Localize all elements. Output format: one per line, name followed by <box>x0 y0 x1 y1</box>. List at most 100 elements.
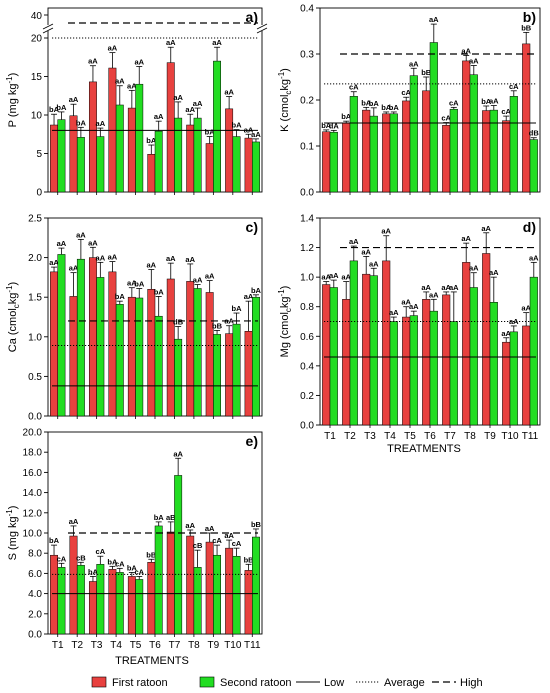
significance-label: bA <box>341 112 352 121</box>
bar-first-ratoon-t6 <box>422 90 431 193</box>
bar-second-ratoon-t1 <box>57 254 66 417</box>
bar-second-ratoon-t7 <box>174 475 183 635</box>
y-tick-label: 6.0 <box>28 569 42 580</box>
bar-second-ratoon-t2 <box>76 565 85 635</box>
y-axis-title: P (mg kg-1​) <box>5 73 19 128</box>
significance-label: aA <box>389 308 399 317</box>
significance-label: aA <box>329 271 339 280</box>
significance-label: aA <box>381 227 391 236</box>
chart-panel-e: 0.0 2.0 4.0 6.0 8.0 10.0 12.0 14.0 16.0 18.0 20.0 S… <box>5 428 263 651</box>
significance-label: aA <box>212 38 222 47</box>
bar-second-ratoon-t7 <box>174 117 183 193</box>
bar-first-ratoon-t10 <box>502 341 511 426</box>
y-tick-label: 1.5 <box>28 293 42 304</box>
significance-label: aA <box>489 97 499 106</box>
y-tick-label: 1.0 <box>28 332 42 343</box>
x-tick-label: T11 <box>244 640 261 651</box>
significance-label: aA <box>69 517 79 526</box>
bar-first-ratoon-t10 <box>502 120 511 193</box>
y-tick-label: 0 <box>36 188 42 199</box>
significance-label: bA <box>154 287 165 296</box>
significance-label: cA <box>134 567 144 576</box>
significance-label: aA <box>481 224 491 233</box>
x-tick-label: T5 <box>130 640 142 651</box>
significance-label: aA <box>321 273 331 282</box>
axis-break-mask <box>254 25 268 31</box>
bar-first-ratoon-t7 <box>442 125 451 193</box>
significance-label: aA <box>69 264 79 273</box>
significance-label: bA <box>88 567 99 576</box>
significance-label: aA <box>521 304 531 313</box>
significance-label: bA <box>134 279 145 288</box>
bar-first-ratoon-t1 <box>322 284 331 426</box>
chart-panel-d: 0.0 0.2 0.4 0.6 0.8 1.0 1.2 1.4 Mg (cmolc​​kg-1​… <box>277 214 541 442</box>
x-tick-label: T3 <box>91 640 103 651</box>
bar-second-ratoon-t5 <box>135 579 144 635</box>
significance-label: aA <box>251 130 261 139</box>
x-tick-label: T1 <box>52 640 64 651</box>
y-tick-label: 0.2 <box>300 391 314 402</box>
bar-first-ratoon-t11 <box>244 570 253 635</box>
bar-first-ratoon-t9 <box>205 292 214 417</box>
significance-label: aA <box>193 99 203 108</box>
significance-label: aA <box>69 95 79 104</box>
y-tick-label: 0.0 <box>28 412 42 423</box>
significance-label: bA <box>232 304 243 313</box>
bar-first-ratoon-t2 <box>342 122 351 193</box>
chart-panel-b: 0.00.10.20.30.4K (cmolc​​kg-1​)b)bAdAbAc… <box>277 4 541 199</box>
significance-label: aA <box>341 273 351 282</box>
panel-label: e) <box>246 433 258 449</box>
significance-label: cA <box>509 82 519 91</box>
significance-label: bA <box>154 513 165 522</box>
y-tick-label: 1.2 <box>300 243 314 254</box>
significance-label: aA <box>205 272 215 281</box>
bar-second-ratoon-t6 <box>154 130 163 193</box>
significance-label: bB <box>212 321 223 330</box>
x-tick-label: T5 <box>404 431 416 442</box>
bar-second-ratoon-t3 <box>96 136 105 193</box>
bar-first-ratoon-t5 <box>127 576 136 635</box>
bar-first-ratoon-t6 <box>147 154 156 193</box>
bar-first-ratoon-t7 <box>442 294 451 426</box>
bar-first-ratoon-t11 <box>244 137 253 193</box>
significance-label: aA <box>76 230 86 239</box>
bar-second-ratoon-t5 <box>409 75 418 193</box>
x-tick-label: T4 <box>110 640 122 651</box>
significance-label: aA <box>127 279 137 288</box>
significance-label: bA <box>115 292 126 301</box>
bar-second-ratoon-t5 <box>135 83 144 193</box>
bar-second-ratoon-t1 <box>57 567 66 635</box>
significance-label: cB <box>193 541 203 550</box>
bar-second-ratoon-t11 <box>529 139 538 193</box>
x-tick-label: T2 <box>344 431 356 442</box>
significance-label: aA <box>193 276 203 285</box>
bar-second-ratoon-t7 <box>449 108 458 193</box>
bar-first-ratoon-t2 <box>342 299 351 426</box>
legend-label-low: Low <box>324 677 344 689</box>
y-tick-label: 0.2 <box>300 96 314 107</box>
bar-first-ratoon-t7 <box>166 62 175 193</box>
x-tick-label: T9 <box>208 640 220 651</box>
significance-label: aA <box>244 292 254 301</box>
significance-label: aA <box>409 59 419 68</box>
bar-second-ratoon-t8 <box>193 567 202 635</box>
significance-label: aA <box>224 88 234 97</box>
significance-label: aA <box>501 329 511 338</box>
significance-label: cA <box>232 539 242 548</box>
y-tick-label: 20.0 <box>23 428 43 439</box>
bar-first-ratoon-t11 <box>522 325 531 426</box>
significance-label: bA <box>127 563 138 572</box>
significance-label: aA <box>361 247 371 256</box>
significance-label: aA <box>108 253 118 262</box>
x-tick-label: T10 <box>224 640 242 651</box>
significance-label: bA <box>251 286 262 295</box>
bar-second-ratoon-t8 <box>469 287 478 426</box>
bar-first-ratoon-t4 <box>382 113 391 193</box>
y-tick-label: 16.0 <box>23 468 43 479</box>
y-tick-label: 0.6 <box>300 332 314 343</box>
x-tick-label: T3 <box>364 431 376 442</box>
bar-first-ratoon-t5 <box>127 107 136 193</box>
significance-label: aA <box>469 264 479 273</box>
y-axis-title: Ca (cmolc​​kg-1​) <box>5 282 21 352</box>
